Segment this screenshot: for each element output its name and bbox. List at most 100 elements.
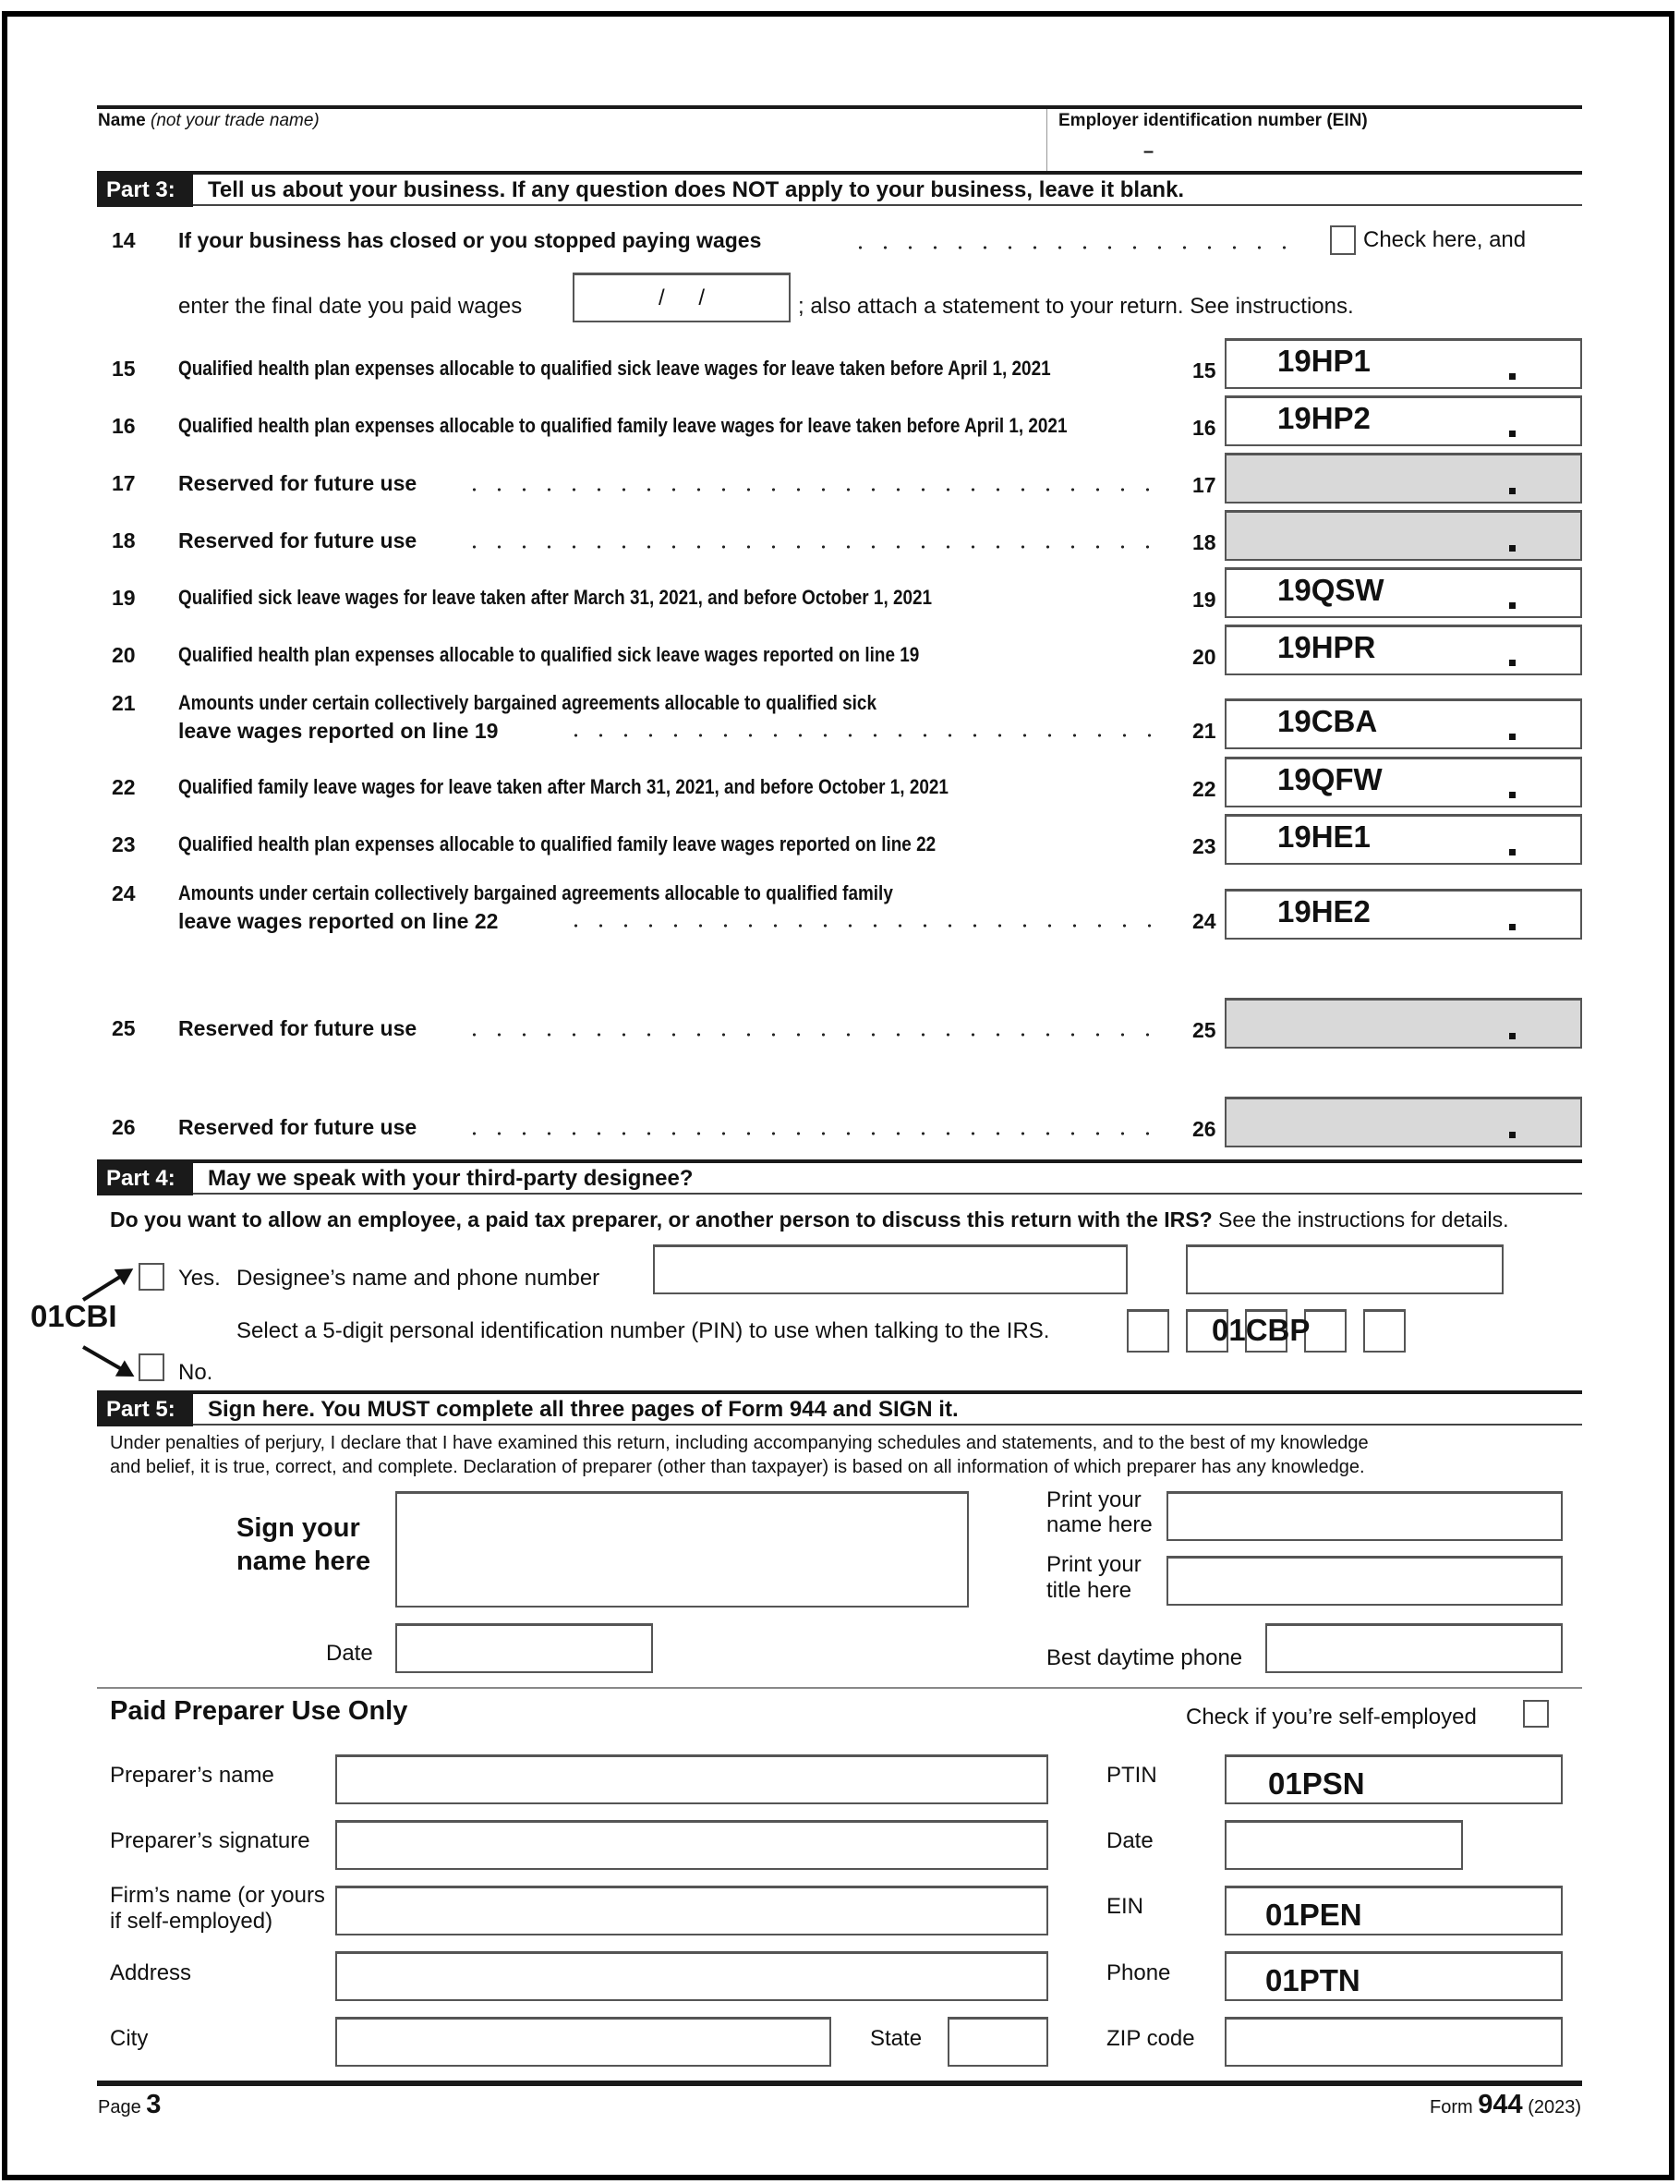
address-input[interactable] [335,1951,1048,2001]
preparer-title: Paid Preparer Use Only [110,1696,408,1726]
preparer-name-input[interactable] [335,1754,1048,1804]
pin-digit-4[interactable] [1304,1309,1347,1353]
line-25-amount-input[interactable] [1225,998,1582,1049]
ein-label: Employer identification number (EIN) [1058,111,1368,130]
pin-digit-1[interactable] [1127,1309,1169,1353]
line-number: 21 [112,691,136,715]
divider [97,2081,1582,2086]
designee-yes-checkbox[interactable] [139,1263,164,1291]
line-number: 20 [1192,645,1216,669]
pin-digit-3[interactable] [1245,1309,1287,1353]
pin-digit-5[interactable] [1363,1309,1406,1353]
amount-value: 19QFW [1277,762,1383,796]
line-17-amount-input[interactable] [1225,453,1582,504]
line-22-amount-input[interactable]: 19QFW [1225,757,1582,807]
decimal-point [1509,660,1516,666]
city-input[interactable] [335,2017,831,2067]
name-label: Name (not your trade name) [98,111,320,130]
line-21-text: leave wages reported on line 19 [178,719,499,743]
preparer-signature-input[interactable] [335,1820,1048,1870]
phone-label: Best daytime phone [1046,1645,1243,1670]
designee-name-input[interactable] [653,1244,1128,1294]
line-number: 23 [1192,834,1216,858]
line-20-amount-input[interactable]: 19HPR [1225,625,1582,675]
designee-no-checkbox[interactable] [139,1353,164,1381]
amount-value: 19CBA [1277,704,1378,738]
preparer-phone-input[interactable]: 01PTN [1225,1951,1563,2001]
ptin-input[interactable]: 01PSN [1225,1754,1563,1804]
dot-leader [563,734,1166,737]
decimal-point [1509,792,1516,798]
state-label: State [870,2026,923,2051]
final-date-input[interactable]: / / [573,273,791,322]
zip-input[interactable] [1225,2017,1563,2067]
pin-digit-2[interactable] [1186,1309,1228,1353]
line-number: 19 [112,586,136,610]
divider [97,1687,1582,1689]
line-15-text: Qualified health plan expenses allocable… [178,357,1051,380]
line-23-amount-input[interactable]: 19HE1 [1225,814,1582,865]
decimal-point [1509,1033,1516,1039]
amount-value: 19HP1 [1277,344,1371,378]
amount-value: 19HE1 [1277,819,1371,854]
print-name-label: Print your [1046,1487,1142,1512]
dot-leader [462,488,1166,491]
preparer-ein-input[interactable]: 01PEN [1225,1886,1563,1935]
name-field[interactable] [98,129,1040,170]
decimal-point [1509,924,1516,930]
print-name-label: name here [1046,1512,1153,1537]
line-15-amount-input[interactable]: 19HP1 [1225,338,1582,389]
annotation-label: 01CBI [30,1299,117,1333]
line-21-text: Amounts under certain collectively barga… [178,691,876,714]
line-21-amount-input[interactable]: 19CBA [1225,698,1582,749]
signature-field[interactable] [395,1491,969,1608]
line-24-amount-input[interactable]: 19HE2 [1225,889,1582,940]
line-26-amount-input[interactable] [1225,1097,1582,1147]
divider [1046,109,1047,172]
date-label: Date [326,1641,373,1666]
firm-name-input[interactable] [335,1886,1048,1935]
line-24-text: leave wages reported on line 22 [178,909,499,933]
line-number: 25 [1192,1018,1216,1042]
line-14-text: If your business has closed or you stopp… [178,228,762,252]
line-number: 16 [1192,416,1216,440]
preparer-signature-label: Preparer’s signature [110,1828,310,1853]
amount-value: 19HP2 [1277,401,1371,435]
line-number: 24 [112,881,136,905]
daytime-phone-input[interactable] [1265,1623,1563,1673]
print-name-input[interactable] [1166,1491,1563,1541]
self-employed-checkbox[interactable] [1523,1700,1549,1728]
line-18-amount-input[interactable] [1225,510,1582,561]
part4-header: Part 4: May we speak with your third-part… [97,1159,1582,1195]
perjury-statement: Under penalties of perjury, I declare th… [110,1433,1369,1453]
part5-header: Part 5: Sign here. You MUST complete all … [97,1390,1582,1426]
print-title-label: Print your [1046,1552,1142,1577]
yes-label: Yes. [178,1266,221,1291]
designee-phone-input[interactable] [1186,1244,1504,1294]
print-title-input[interactable] [1166,1556,1563,1606]
decimal-point [1509,602,1516,609]
designee-question: Do you want to allow an employee, a paid… [110,1207,1509,1232]
line-23-text: Qualified health plan expenses allocable… [178,832,937,855]
amount-value: 19HE2 [1277,894,1371,928]
line-25-text: Reserved for future use [178,1016,417,1040]
line-19-amount-input[interactable]: 19QSW [1225,567,1582,618]
dot-leader [462,1132,1166,1135]
ein-field[interactable]: – [1143,141,1154,162]
line-18-text: Reserved for future use [178,528,417,552]
decimal-point [1509,545,1516,552]
business-closed-checkbox[interactable] [1330,225,1356,255]
sign-date-input[interactable] [395,1623,653,1673]
decimal-point [1509,373,1516,380]
firm-name-label: if self-employed) [110,1909,273,1934]
line-number: 22 [1192,777,1216,801]
dot-leader [563,924,1166,928]
preparer-date-input[interactable] [1225,1820,1463,1870]
line-number: 18 [1192,530,1216,554]
state-input[interactable] [948,2017,1048,2067]
preparer-ein-label: EIN [1106,1894,1144,1919]
line-number: 15 [112,357,136,381]
line-16-amount-input[interactable]: 19HP2 [1225,395,1582,446]
ptin-label: PTIN [1106,1763,1157,1788]
attach-statement-text: ; also attach a statement to your return… [798,294,1354,319]
